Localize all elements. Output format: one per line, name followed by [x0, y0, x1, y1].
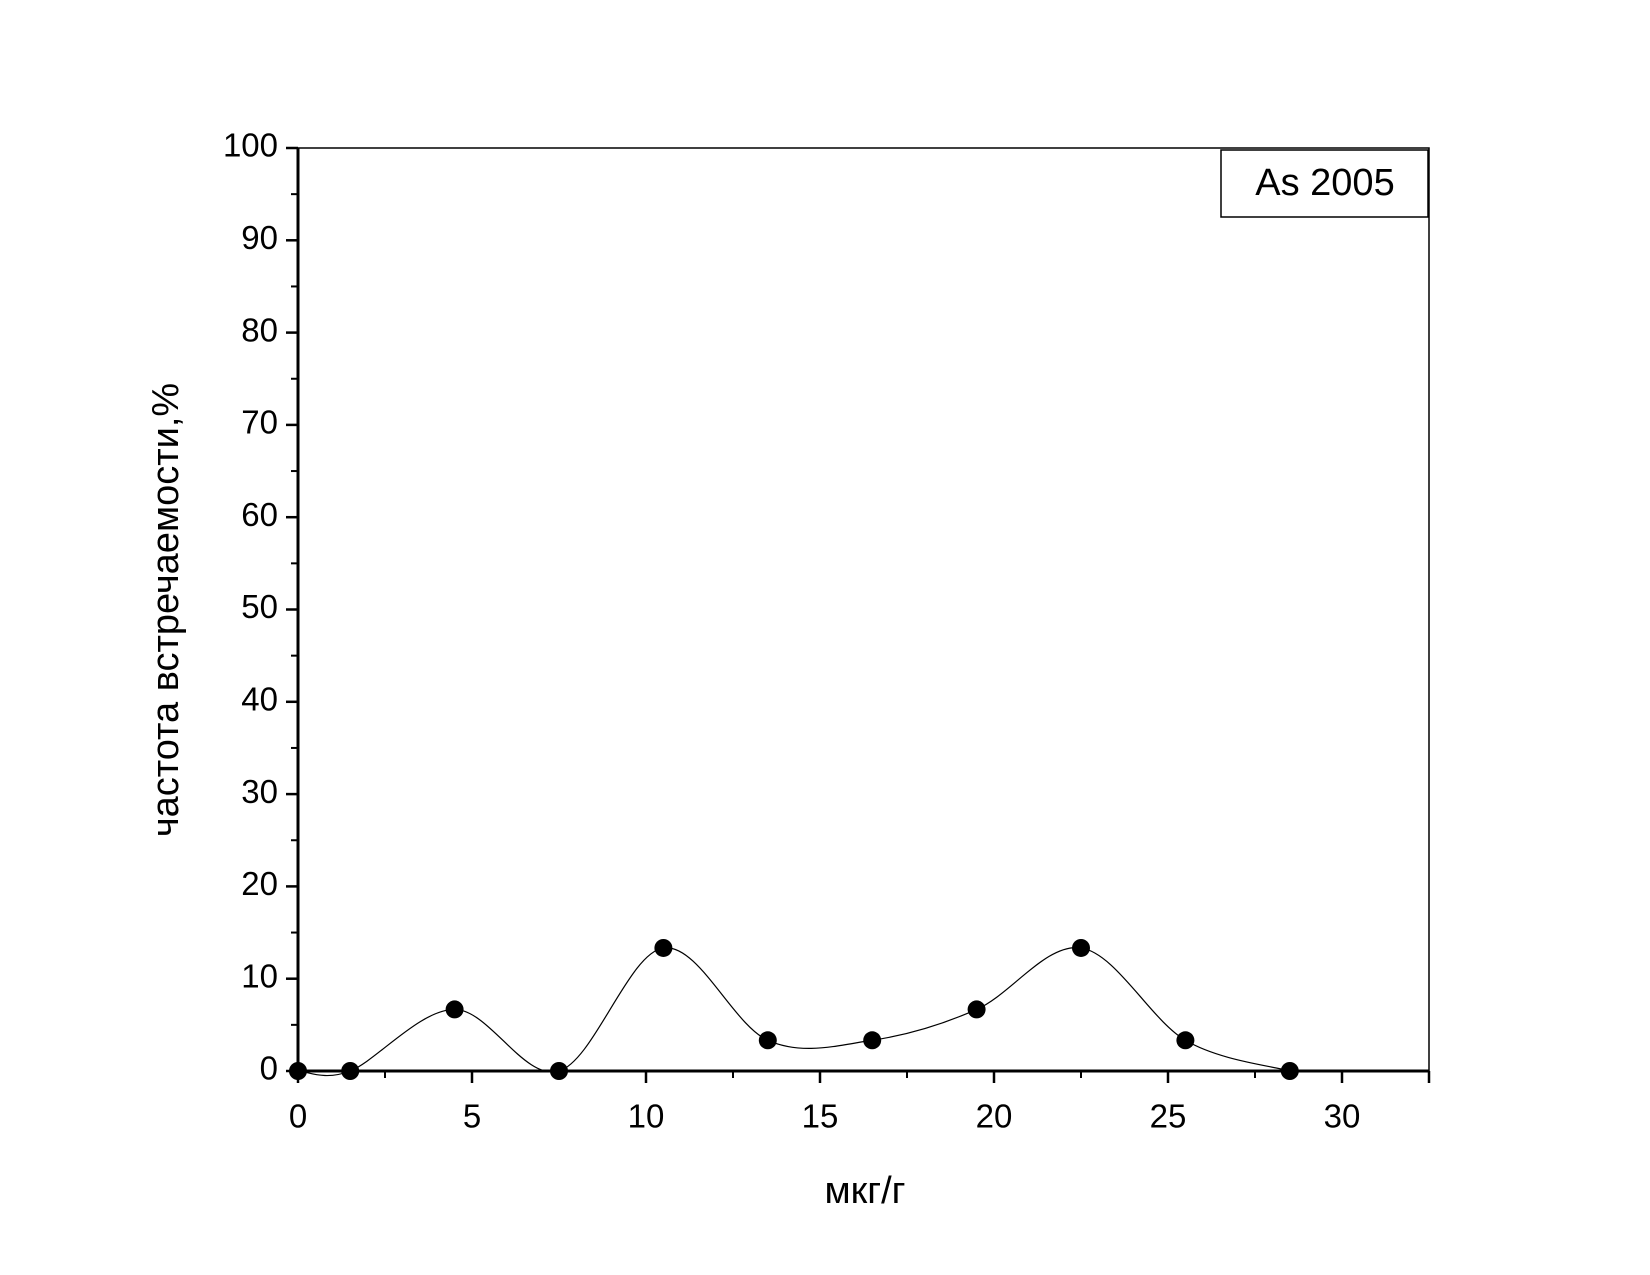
x-tick-label: 0 [289, 1098, 307, 1135]
x-axis-label: мкг/г [824, 1170, 905, 1212]
x-tick-label: 25 [1150, 1098, 1187, 1135]
y-tick-label: 0 [260, 1050, 278, 1087]
y-tick-label: 20 [241, 865, 278, 902]
x-tick-label: 10 [628, 1098, 665, 1135]
data-point [550, 1062, 568, 1080]
y-tick-label: 90 [241, 219, 278, 256]
y-tick-label: 100 [223, 127, 278, 164]
y-tick-label: 50 [241, 588, 278, 625]
data-point [445, 1000, 464, 1019]
data-point [1072, 938, 1090, 957]
data-point [654, 938, 673, 957]
data-point [1280, 1062, 1299, 1080]
y-tick-label: 10 [241, 957, 278, 994]
data-point [341, 1062, 360, 1080]
data-point [289, 1062, 307, 1080]
y-axis-label: частота встречаемости,% [145, 383, 187, 837]
data-point [967, 1000, 986, 1019]
x-tick-label: 15 [802, 1098, 839, 1135]
x-tick-label: 5 [463, 1098, 481, 1135]
y-tick-label: 40 [241, 681, 278, 718]
y-tick-label: 80 [241, 311, 278, 348]
legend-box [1220, 149, 1429, 218]
x-tick-label: 20 [976, 1098, 1013, 1135]
data-point [863, 1031, 882, 1050]
y-tick-label: 60 [241, 496, 278, 533]
y-tick-label: 70 [241, 404, 278, 441]
x-tick-label: 30 [1324, 1098, 1361, 1135]
data-point [758, 1031, 777, 1050]
y-tick-label: 30 [241, 773, 278, 810]
legend-label: As 2005 [1255, 162, 1394, 204]
data-point [1176, 1031, 1195, 1050]
